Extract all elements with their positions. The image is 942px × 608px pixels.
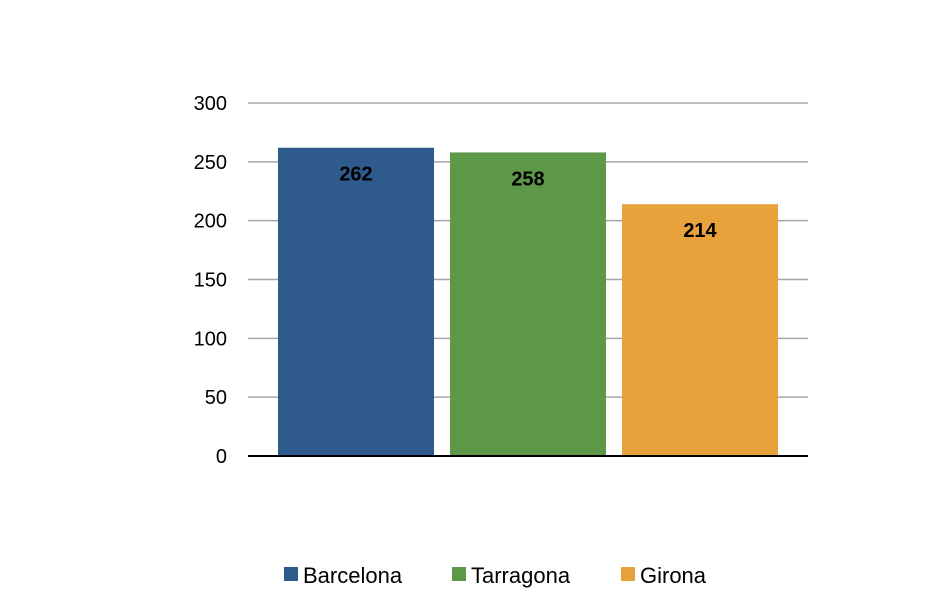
bar-tarragona [450, 152, 606, 457]
legend-label-tarragona: Tarragona [471, 563, 571, 588]
bars [278, 147, 778, 457]
y-tick-label: 250 [194, 152, 227, 174]
y-tick-label: 100 [194, 328, 227, 350]
legend-swatch-girona [621, 567, 635, 581]
y-tick-label: 50 [205, 387, 227, 409]
data-labels: 262 258 214 [339, 164, 717, 242]
y-tick-label: 0 [216, 446, 227, 468]
legend-label-girona: Girona [640, 563, 707, 588]
y-tick-label: 150 [194, 270, 227, 292]
data-label-girona: 214 [683, 220, 717, 242]
data-label-tarragona: 258 [511, 168, 544, 190]
data-label-barcelona: 262 [339, 164, 372, 186]
y-tick-label: 300 [194, 93, 227, 115]
bar-barcelona [278, 147, 434, 457]
legend: Barcelona Tarragona Girona [284, 563, 707, 588]
legend-label-barcelona: Barcelona [303, 563, 403, 588]
y-axis-tick-labels: 0 50 100 150 200 250 300 [194, 93, 227, 468]
legend-swatch-barcelona [284, 567, 298, 581]
bar-girona [622, 204, 778, 456]
y-tick-label: 200 [194, 211, 227, 233]
legend-swatch-tarragona [452, 567, 466, 581]
